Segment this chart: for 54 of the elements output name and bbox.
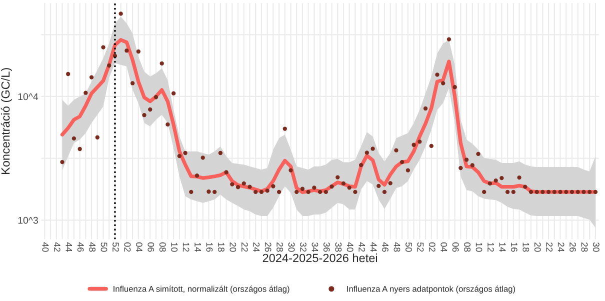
x-tick-label: 50 [406, 242, 412, 252]
x-axis-title: 2024-2025-2026 hetei [262, 254, 378, 262]
x-tick-label: 06 [452, 242, 459, 252]
x-tick-label: 46 [77, 242, 84, 252]
x-tick-label: 04 [440, 242, 448, 252]
x-tick-label: 06 [148, 242, 154, 252]
x-tick-label: 44 [66, 242, 72, 252]
x-tick-label: 16 [206, 242, 213, 252]
x-tick-label: 28 [581, 242, 588, 252]
x-tick-label: 42 [358, 242, 366, 252]
x-tick-label: 26 [570, 242, 576, 252]
x-tick-label: 12 [182, 242, 190, 252]
x-tick-label: 20 [534, 242, 541, 252]
x-tick-label: 26 [264, 242, 272, 252]
x-tick-label: 48 [394, 242, 400, 252]
x-tick-label: 52 [112, 242, 119, 252]
x-tick-label: 24 [558, 242, 564, 252]
x-tick-label: 08 [159, 242, 166, 252]
x-tick-label: 10 [476, 242, 482, 252]
x-tick-label: 48 [89, 242, 96, 252]
x-tick-label: 50 [100, 242, 108, 252]
x-tick-label: 30 [593, 242, 600, 252]
x-tick-label: 14 [499, 242, 506, 252]
x-tick-label: 16 [510, 242, 518, 252]
x-tick-label: 28 [276, 242, 283, 252]
x-tick-label: 22 [242, 242, 248, 252]
x-tick-label: 12 [488, 242, 494, 252]
x-tick-label: 52 [417, 242, 424, 252]
x-tick-label: 18 [218, 242, 224, 252]
x-tick-label: 02 [124, 242, 131, 252]
x-tick-label: 40 [42, 242, 49, 252]
x-tick-label: 08 [464, 242, 470, 252]
legend-label: Influenza A simított, normalizált (országos átlag) [114, 286, 290, 294]
x-tick-label: 32 [300, 242, 306, 252]
x-tick-label: 30 [288, 242, 295, 252]
y-axis-title: Koncentráció (GC/L) [0, 68, 12, 174]
x-tick-label: 24 [253, 242, 260, 252]
x-tick-label: 10 [171, 242, 178, 252]
x-tick-label: 18 [522, 242, 530, 252]
x-tick-label: 40 [346, 242, 354, 252]
x-tick-label: 02 [428, 242, 436, 252]
x-tick-label: 36 [323, 242, 330, 252]
y-tick-label: 10^4 [18, 93, 38, 100]
x-tick-label: 44 [370, 242, 377, 252]
x-tick-label: 38 [335, 242, 342, 252]
legend-label: Influenza A nyers adatpontok (országos átlag) [347, 286, 515, 294]
x-tick-label: 34 [312, 242, 318, 252]
x-tick-label: 14 [194, 242, 201, 252]
x-tick-label: 22 [546, 242, 553, 252]
x-tick-label: 46 [382, 242, 388, 252]
y-tick-label: 10^3 [18, 216, 38, 224]
x-tick-label: 42 [54, 242, 60, 252]
x-tick-label: 04 [136, 242, 142, 252]
x-tick-label: 20 [230, 242, 236, 252]
